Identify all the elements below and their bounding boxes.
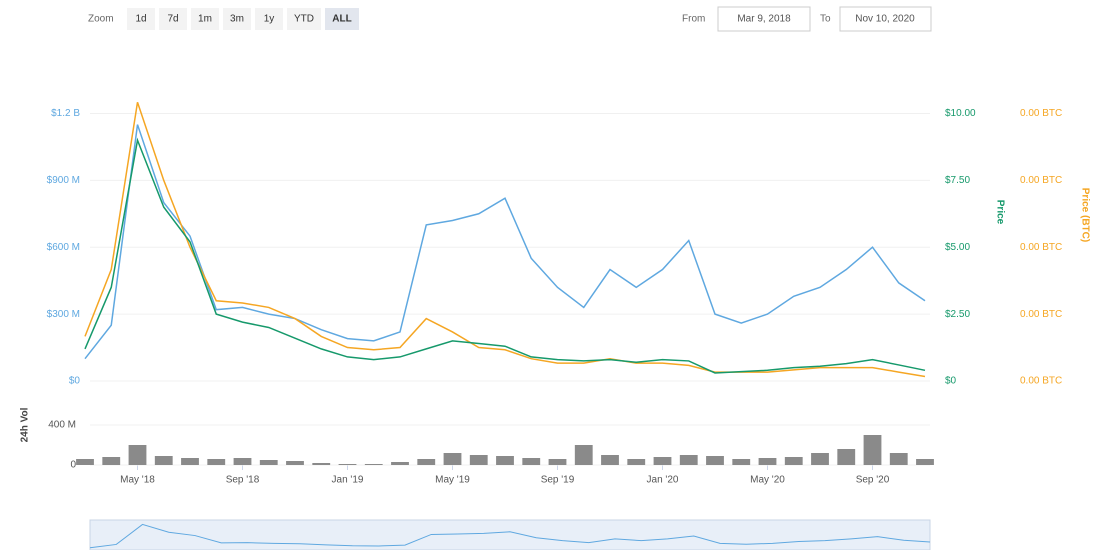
to-date: Nov 10, 2020 (855, 14, 915, 25)
y-tick-label: $1.2 B (51, 108, 80, 119)
volume-bar (732, 459, 751, 465)
volume-bar (233, 458, 252, 465)
y-tick-label: $10.00 (945, 108, 976, 119)
navigator[interactable] (89, 519, 931, 551)
zoom-button-label: ALL (332, 14, 351, 25)
volume-bar (102, 457, 121, 465)
zoom-button[interactable] (325, 8, 359, 30)
y-tick-label: $300 M (47, 309, 80, 320)
volume-bar (784, 457, 803, 465)
y-tick-label: $2.50 (945, 309, 970, 320)
x-tick-label: Jan '20 (647, 475, 679, 486)
volume-bar (679, 455, 698, 465)
volume-bar (889, 453, 908, 465)
zoom-button[interactable] (255, 8, 283, 30)
volume-bar (181, 458, 199, 465)
volume-bar (758, 458, 777, 465)
from-date: Mar 9, 2018 (737, 14, 791, 25)
volume-bar (207, 459, 226, 465)
y-tick-label: $7.50 (945, 175, 970, 186)
volume-bar (76, 459, 94, 465)
volume-bar (286, 461, 304, 465)
volume-bar (364, 464, 383, 465)
volume-bar (837, 449, 856, 465)
zoom-button-label: 7d (167, 14, 178, 25)
series-line (84, 124, 926, 360)
volume-bar (128, 445, 147, 465)
volume-bar (417, 459, 436, 465)
x-tick-label: Sep '20 (856, 475, 890, 486)
volume-bar (469, 455, 488, 465)
volume-bar (574, 445, 593, 465)
zoom-button[interactable] (127, 8, 155, 30)
volume-bar (653, 457, 672, 465)
volume-bar (811, 453, 829, 465)
volume-bar (706, 456, 724, 465)
volume-bar (496, 456, 514, 465)
y-tick-label: $900 M (47, 175, 80, 186)
x-tick-label: Sep '19 (541, 475, 575, 486)
x-tick-label: May '18 (120, 475, 155, 486)
volume-bar (863, 435, 882, 465)
zoom-label: Zoom (88, 14, 114, 25)
vol-tick-label: 400 M (48, 420, 76, 431)
zoom-button[interactable] (159, 8, 187, 30)
y3-axis-title: Price (BTC) (1079, 188, 1090, 242)
volume-bar (522, 458, 541, 465)
y2-axis-title: Price (994, 200, 1005, 225)
y-tick-label: $5.00 (945, 242, 970, 253)
to-input[interactable] (839, 6, 932, 32)
x-tick-label: Sep '18 (226, 475, 260, 486)
volume-bar (312, 463, 331, 465)
volume-bar (443, 453, 462, 465)
from-label: From (682, 14, 705, 25)
from-input[interactable] (717, 6, 811, 32)
x-tick-label: Jan '19 (332, 475, 364, 486)
volume-bar (916, 459, 934, 465)
x-tick-label: May '19 (435, 475, 470, 486)
y-tick-label: 0.00 BTC (1020, 309, 1062, 320)
zoom-button-label: 3m (230, 14, 244, 25)
zoom-button[interactable] (223, 8, 251, 30)
zoom-button-label: 1y (264, 14, 275, 25)
x-tick-label: May '20 (750, 475, 785, 486)
navigator-line (89, 523, 931, 549)
volume-bar (259, 460, 278, 465)
series-line (84, 102, 926, 378)
vol-axis-title: 24h Vol (20, 407, 31, 442)
zoom-button-label: 1d (135, 14, 146, 25)
volume-bar (627, 459, 646, 465)
zoom-button[interactable] (287, 8, 321, 30)
zoom-button-label: YTD (294, 14, 314, 25)
y-tick-label: 0.00 BTC (1020, 108, 1062, 119)
y-tick-label: 0.00 BTC (1020, 376, 1062, 387)
zoom-button[interactable] (191, 8, 219, 30)
series-line (84, 137, 926, 374)
vol-tick-label: 0 (70, 460, 76, 471)
y-tick-label: 0.00 BTC (1020, 242, 1062, 253)
volume-bar (391, 462, 409, 465)
y-tick-label: $600 M (47, 242, 80, 253)
volume-bar (548, 459, 567, 465)
y-tick-label: $0 (945, 376, 957, 387)
volume-bar (338, 464, 357, 465)
y-tick-label: 0.00 BTC (1020, 175, 1062, 186)
y-tick-label: $0 (69, 376, 81, 387)
to-label: To (820, 14, 831, 25)
volume-bar (601, 455, 619, 465)
zoom-button-label: 1m (198, 14, 212, 25)
volume-bar (154, 456, 173, 465)
